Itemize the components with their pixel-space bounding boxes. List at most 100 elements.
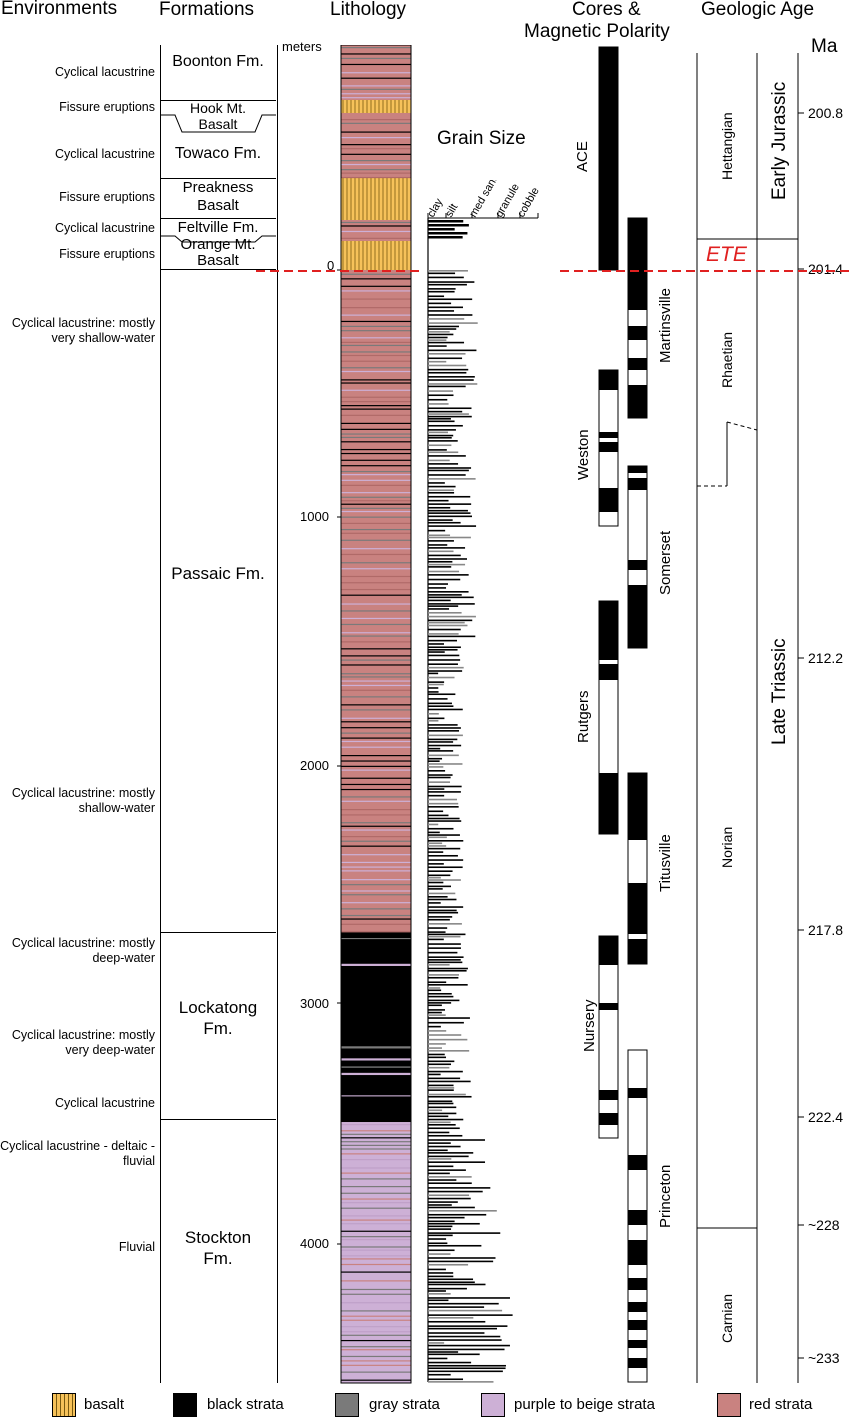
stratum-line xyxy=(341,1230,411,1232)
grain-bar xyxy=(428,603,475,605)
stratum-line xyxy=(341,796,411,798)
grain-bar xyxy=(428,1238,447,1240)
grain-bar xyxy=(428,1087,455,1089)
stratum-line xyxy=(341,320,411,323)
grain-bar xyxy=(428,431,448,434)
grain-bar xyxy=(428,1093,466,1096)
lithology-zone xyxy=(341,178,411,220)
grain-bar xyxy=(428,676,455,679)
polarity-normal-band xyxy=(599,601,618,660)
grain-bar xyxy=(428,1139,485,1141)
polarity-normal-band xyxy=(628,358,647,370)
grain-bar xyxy=(428,376,475,378)
stratum-line xyxy=(341,325,411,327)
stratum-line xyxy=(341,153,411,155)
grain-bar xyxy=(428,999,460,1002)
stratum-line xyxy=(341,330,411,332)
stratum-line xyxy=(341,370,411,373)
grain-bar xyxy=(428,554,461,557)
grain-bar xyxy=(428,281,475,283)
grain-bar xyxy=(428,854,458,857)
stratum-line xyxy=(341,522,411,525)
grain-bar xyxy=(428,379,474,381)
stratum-line xyxy=(341,610,411,612)
grain-bar xyxy=(428,624,468,627)
grain-bar xyxy=(428,931,446,933)
core-label: ACE xyxy=(574,141,591,172)
grain-bar xyxy=(428,1361,472,1364)
grain-bar xyxy=(428,224,469,227)
grain-bar xyxy=(428,328,457,330)
polarity-normal-band xyxy=(628,385,647,418)
lithology-zone xyxy=(341,1120,411,1383)
stratum-line xyxy=(341,829,411,831)
grain-bar xyxy=(428,364,467,367)
stratum-line xyxy=(341,825,411,827)
grain-bar xyxy=(428,1335,501,1338)
stratum-line xyxy=(341,717,411,719)
stratum-line xyxy=(341,1153,411,1155)
formation-contact-notches xyxy=(160,114,276,243)
grain-bar xyxy=(428,325,459,328)
stratum-line xyxy=(341,562,411,564)
grain-bar xyxy=(428,927,448,929)
grain-bar xyxy=(428,810,444,813)
stratum-line xyxy=(341,1331,411,1333)
stratum-line xyxy=(341,77,411,79)
stratum-line xyxy=(341,623,411,626)
stratum-line xyxy=(341,1148,411,1150)
grain-bar xyxy=(428,420,455,423)
formation-hook-mt: Hook Mt. Basalt xyxy=(172,100,264,132)
stratum-line xyxy=(341,307,411,309)
grain-bar xyxy=(428,1325,508,1327)
grain-bar xyxy=(428,1344,510,1347)
grain-bar xyxy=(428,306,463,309)
stratum-black xyxy=(341,1067,411,1071)
ete-label: ETE xyxy=(706,243,747,266)
grain-bar xyxy=(428,785,462,788)
grain-bar xyxy=(428,956,464,958)
grain-bar xyxy=(428,455,466,457)
grain-bar xyxy=(428,1213,487,1216)
stratum-line xyxy=(341,1319,411,1321)
stratum-line xyxy=(341,680,411,682)
stratum-line xyxy=(341,740,411,743)
grain-bar xyxy=(428,1025,441,1028)
grain-bar xyxy=(428,1009,446,1011)
grain-bar xyxy=(428,1194,470,1197)
formation-feltville: Feltville Fm. xyxy=(160,219,276,236)
polarity-normal-band xyxy=(628,1358,647,1368)
polarity-normal-band xyxy=(599,432,618,438)
depth-tick-label: 0 xyxy=(327,258,335,273)
polarity-normal-band xyxy=(599,1090,618,1100)
stratum-line xyxy=(341,1246,411,1248)
stratum-line xyxy=(341,1133,411,1135)
stratum-line xyxy=(341,845,411,847)
grain-bar xyxy=(428,794,445,797)
grain-bar xyxy=(428,467,472,469)
formation-label: Feltville Fm. xyxy=(177,219,259,236)
grain-bar xyxy=(428,1080,471,1083)
grain-bar xyxy=(428,594,462,596)
stratum-line xyxy=(341,1288,411,1291)
grain-bar xyxy=(428,288,456,290)
grain-bar xyxy=(428,766,444,768)
formation-label: Stockton Fm. xyxy=(184,1228,252,1268)
grain-bar xyxy=(428,1021,464,1024)
grain-bar xyxy=(428,879,461,881)
stratum-line xyxy=(341,163,411,166)
stratum-line xyxy=(341,1302,411,1304)
grain-bar xyxy=(428,495,471,498)
header-environments: Environments xyxy=(1,0,118,19)
polarity-normal-band xyxy=(628,560,647,570)
header-cores: Cores & xyxy=(572,0,641,20)
depth-unit-label: meters xyxy=(282,39,322,54)
lithology-column xyxy=(337,45,412,1384)
grain-bar xyxy=(428,434,454,437)
stratum-line xyxy=(341,1000,411,1003)
grain-bar xyxy=(428,1309,503,1312)
stratum-line xyxy=(341,676,411,678)
grain-bar xyxy=(428,1302,499,1305)
grain-bar xyxy=(428,1077,461,1080)
grain-bar xyxy=(428,521,461,524)
